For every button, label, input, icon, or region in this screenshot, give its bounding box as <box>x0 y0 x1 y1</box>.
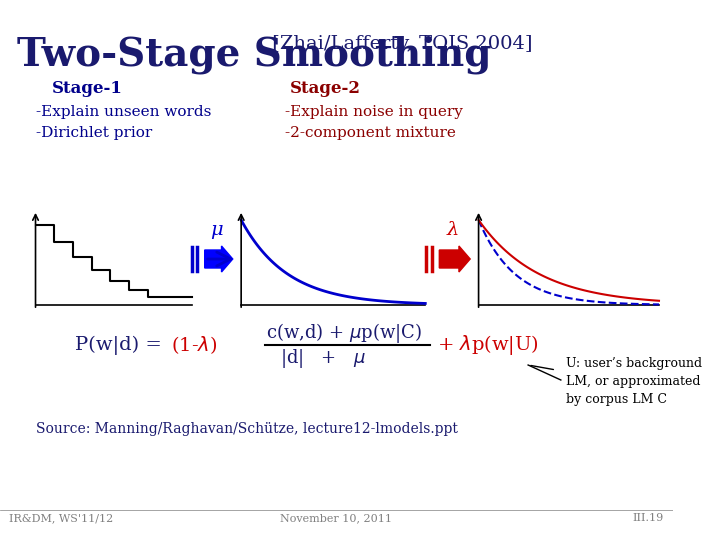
Text: Stage-1: Stage-1 <box>51 80 122 97</box>
Text: P(w|d) =: P(w|d) = <box>75 335 168 355</box>
Text: [Zhai/Lafferty, TOIS 2004]: [Zhai/Lafferty, TOIS 2004] <box>266 35 533 53</box>
Text: μ: μ <box>210 221 223 239</box>
Text: IR&DM, WS'11/12: IR&DM, WS'11/12 <box>9 513 114 523</box>
Text: Two-Stage Smoothing: Two-Stage Smoothing <box>17 35 491 73</box>
Text: U: user’s background
LM, or approximated
by corpus LM C: U: user’s background LM, or approximated… <box>565 357 701 406</box>
Text: November 10, 2011: November 10, 2011 <box>281 513 392 523</box>
FancyArrow shape <box>439 246 470 272</box>
Text: -Explain noise in query
-2-component mixture: -Explain noise in query -2-component mix… <box>285 105 463 140</box>
Text: λ: λ <box>446 221 459 239</box>
Text: Source: Manning/Raghavan/Schütze, lecture12-lmodels.ppt: Source: Manning/Raghavan/Schütze, lectur… <box>35 422 457 436</box>
Text: c(w,d) + $\mu$p(w|C): c(w,d) + $\mu$p(w|C) <box>266 321 423 345</box>
Text: + $\lambda$p(w|U): + $\lambda$p(w|U) <box>436 333 539 357</box>
Text: |d|   +   $\mu$: |d| + $\mu$ <box>280 347 366 369</box>
Text: III.19: III.19 <box>632 513 664 523</box>
FancyArrow shape <box>204 246 233 272</box>
Text: (1-$\lambda$): (1-$\lambda$) <box>171 334 217 356</box>
Text: Stage-2: Stage-2 <box>289 80 361 97</box>
Text: -Explain unseen words
-Dirichlet prior: -Explain unseen words -Dirichlet prior <box>35 105 211 140</box>
